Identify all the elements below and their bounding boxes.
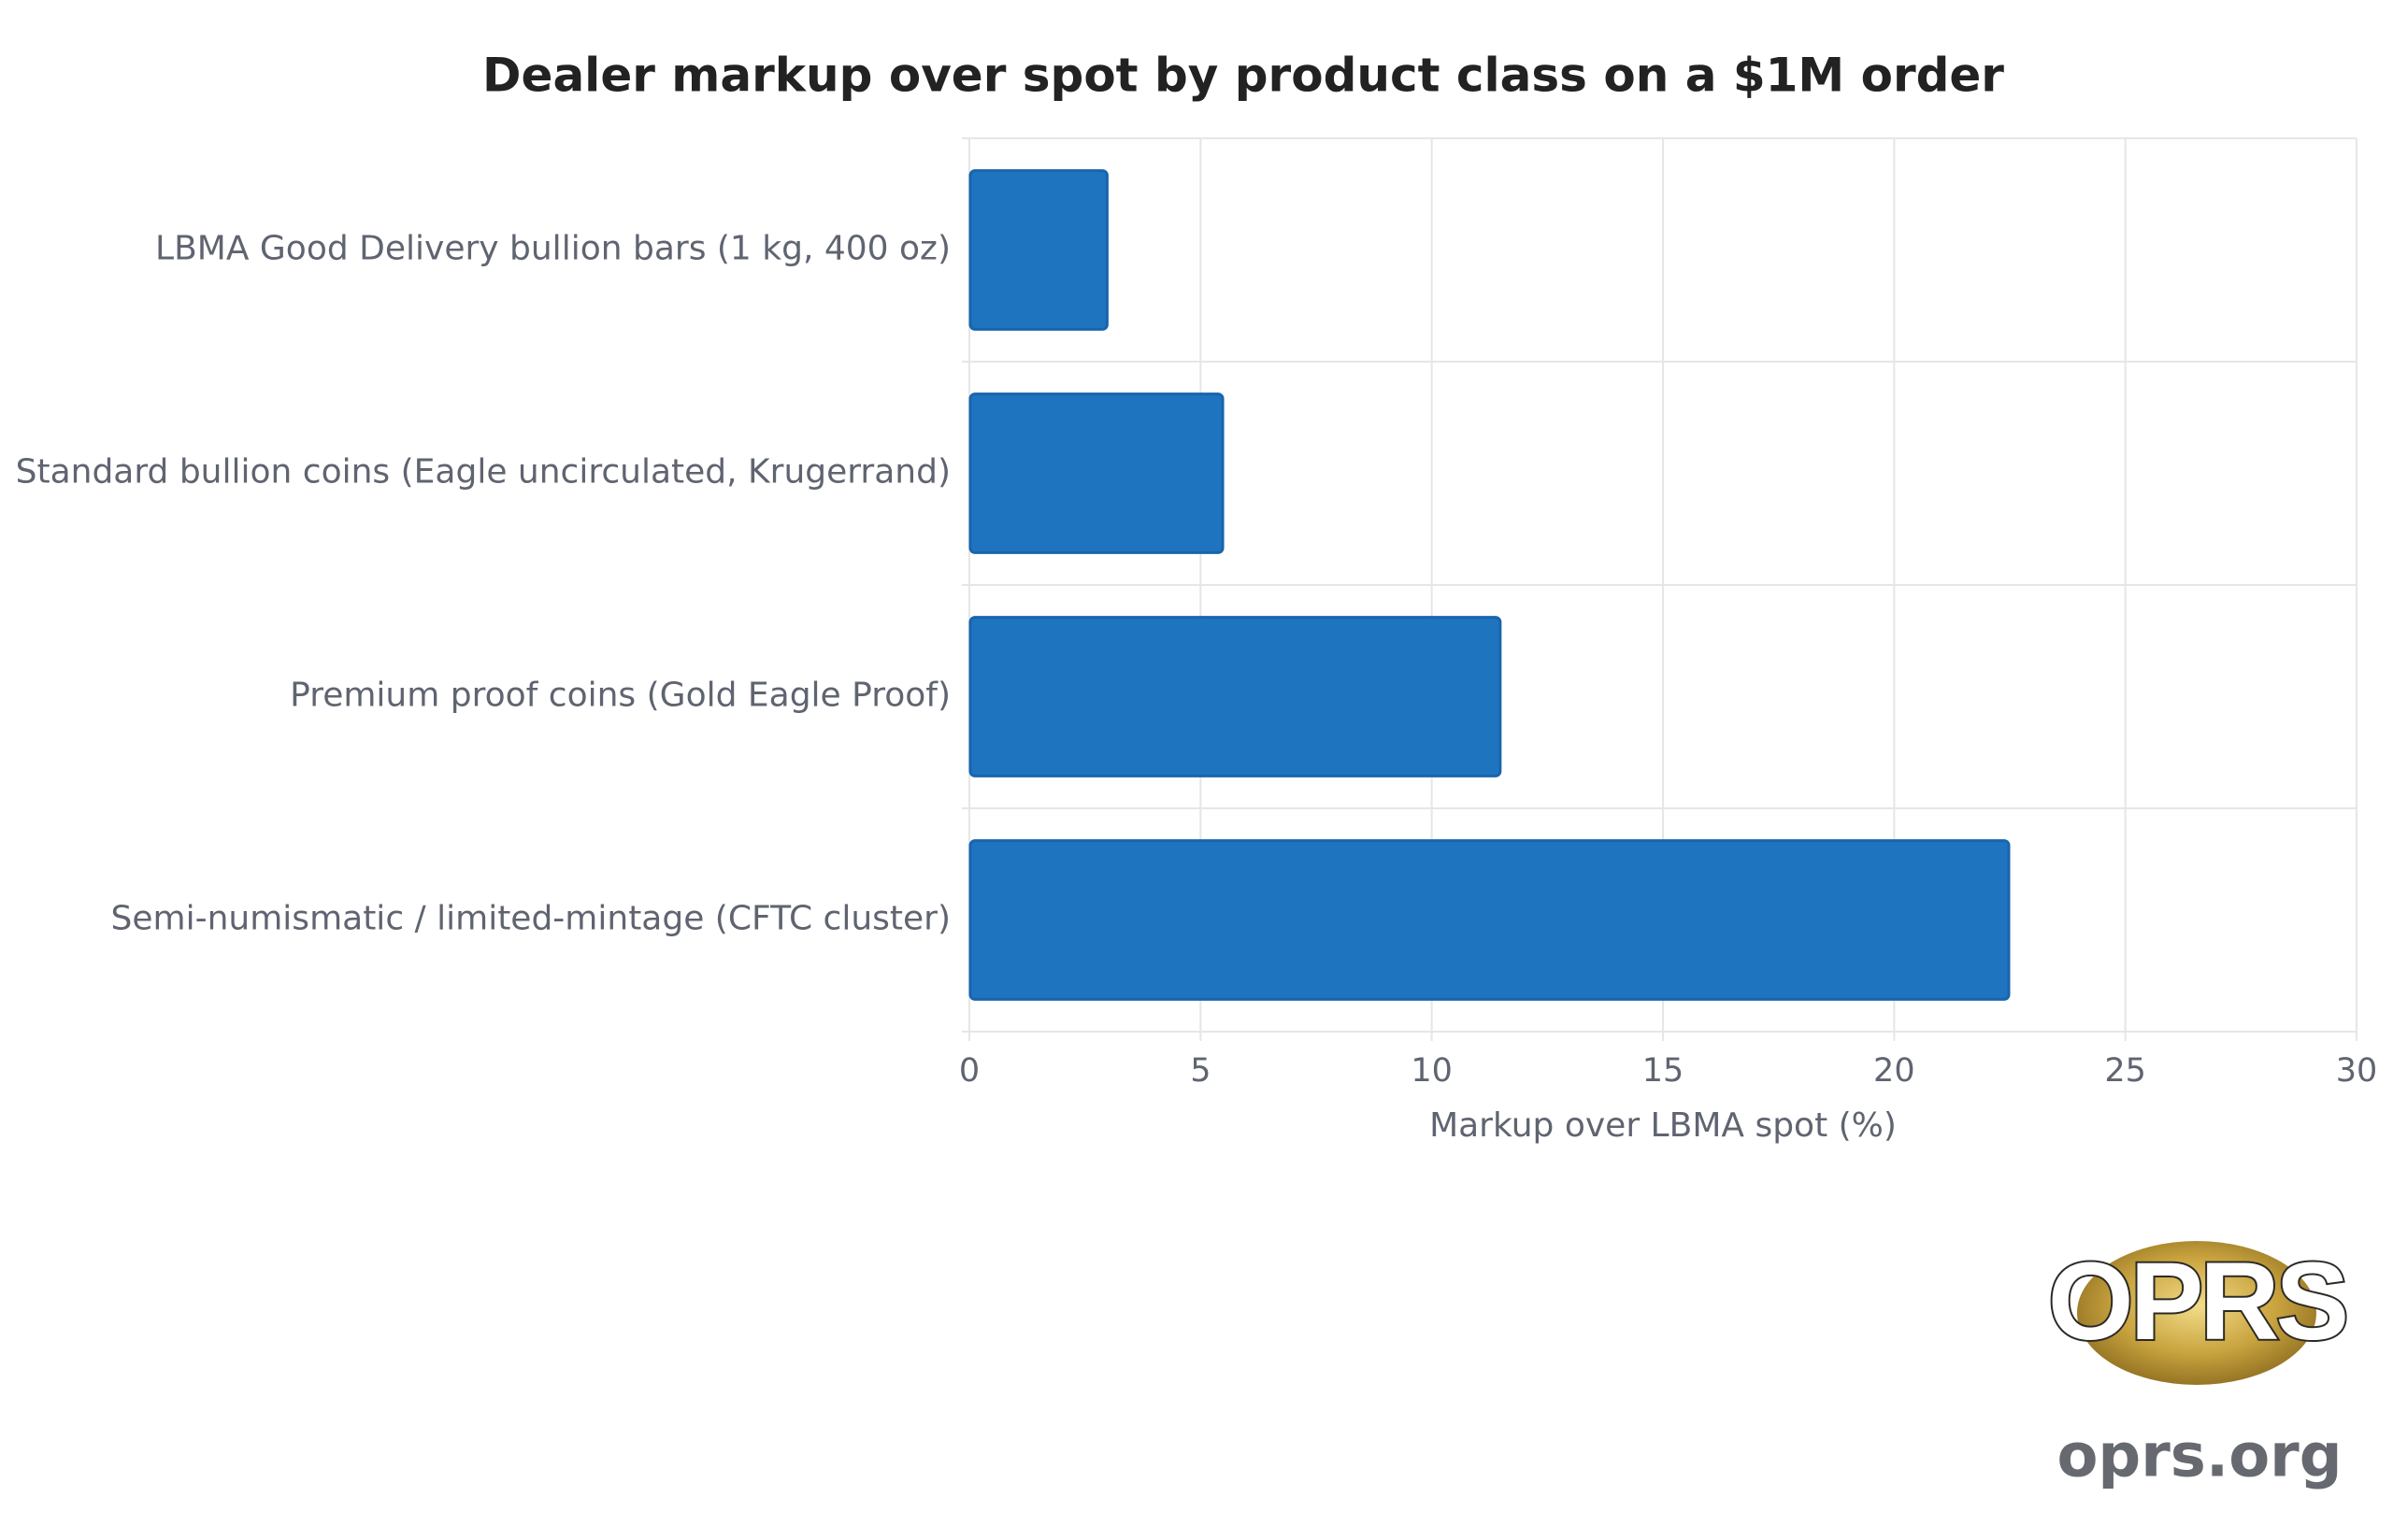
y-tick-label: Premium proof coins (Gold Eagle Proof) <box>290 677 951 715</box>
x-axis-label: Markup over LBMA spot (%) <box>1429 1106 1897 1145</box>
x-tick-label: 10 <box>1411 1052 1453 1090</box>
logo: OPRS oprs.org <box>2046 1238 2352 1491</box>
plot-area <box>962 137 2357 1041</box>
y-tick-label: Semi-numismatic / limited-mintage (CFTC … <box>111 900 951 938</box>
x-tick-label: 20 <box>1873 1052 1915 1090</box>
y-tick-label: LBMA Good Delivery bullion bars (1 kg, 4… <box>155 230 951 268</box>
x-tick-label: 0 <box>959 1052 980 1090</box>
y-tick-label: Standard bullion coins (Eagle uncirculat… <box>16 453 951 492</box>
x-tick-label: 5 <box>1190 1052 1211 1090</box>
x-tick-label: 30 <box>2336 1052 2378 1090</box>
chart-title: Dealer markup over spot by product class… <box>482 49 2004 103</box>
bar <box>968 839 2011 1001</box>
x-tick-label: 25 <box>2104 1052 2146 1090</box>
logo-mark: OPRS <box>2048 1240 2346 1363</box>
bar <box>968 169 1109 331</box>
logo-badge <box>2077 1241 2316 1385</box>
bar <box>968 392 1225 554</box>
logo-url: oprs.org <box>2056 1422 2342 1491</box>
bar <box>968 616 1502 777</box>
x-tick-label: 15 <box>1642 1052 1684 1090</box>
